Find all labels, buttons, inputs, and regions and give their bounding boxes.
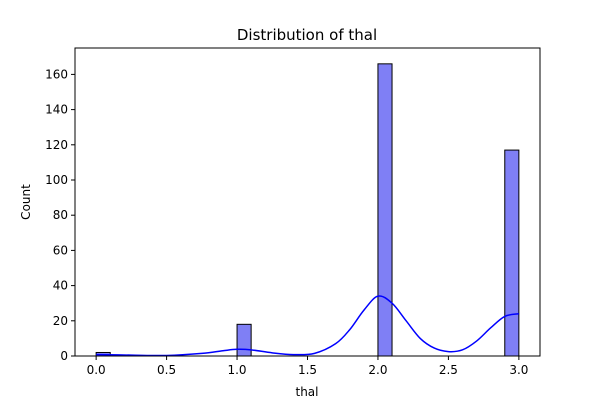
histogram-bar: [236, 323, 252, 357]
histogram-bar: [504, 149, 520, 357]
y-tick-label: 100: [45, 173, 68, 187]
bars-layer: [95, 63, 520, 357]
y-tick-label: 40: [53, 279, 68, 293]
x-tick-label: 1.0: [227, 363, 246, 377]
x-tick-label: 2.0: [368, 363, 387, 377]
x-tick-label: 0.5: [157, 363, 176, 377]
y-tick-label: 60: [53, 243, 68, 257]
kde-layer: [96, 295, 519, 357]
y-tick-label: 80: [53, 208, 68, 222]
x-axis-label: thal: [296, 385, 319, 399]
y-tick-label: 20: [53, 314, 68, 328]
chart-title: Distribution of thal: [237, 26, 377, 44]
kde-curve: [96, 295, 519, 357]
y-axis-label: Count: [19, 184, 33, 220]
y-axis-ticks: 0 20 40 60 80 100 120 140 160: [45, 67, 75, 363]
x-tick-label: 2.5: [439, 363, 458, 377]
y-tick-label: 120: [45, 138, 68, 152]
x-axis-ticks: 0.0 0.5 1.0 1.5 2.0 2.5 3.0: [87, 356, 528, 377]
y-tick-label: 160: [45, 67, 68, 81]
histogram-bar: [377, 63, 393, 357]
x-tick-label: 1.5: [298, 363, 317, 377]
y-tick-label: 140: [45, 103, 68, 117]
x-tick-label: 0.0: [87, 363, 106, 377]
x-tick-label: 3.0: [509, 363, 528, 377]
y-tick-label: 0: [60, 349, 68, 363]
plot-frame: [74, 47, 541, 357]
